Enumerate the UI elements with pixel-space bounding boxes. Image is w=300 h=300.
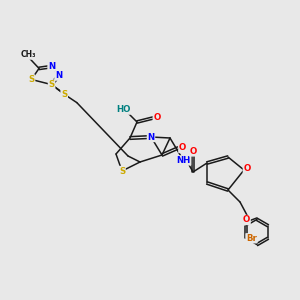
- Text: N: N: [55, 71, 62, 80]
- Text: O: O: [189, 147, 197, 156]
- Text: S: S: [49, 80, 55, 89]
- Text: O: O: [243, 215, 250, 224]
- Text: O: O: [243, 164, 250, 173]
- Text: S: S: [61, 90, 67, 99]
- Text: S: S: [28, 75, 34, 84]
- Text: Br: Br: [246, 234, 257, 243]
- Text: S: S: [119, 167, 125, 176]
- Text: O: O: [179, 143, 186, 152]
- Text: O: O: [153, 113, 161, 122]
- Text: NH: NH: [176, 156, 190, 165]
- Text: N: N: [147, 133, 155, 142]
- Text: N: N: [48, 62, 55, 71]
- Text: CH₃: CH₃: [21, 50, 36, 59]
- Text: HO: HO: [116, 105, 130, 114]
